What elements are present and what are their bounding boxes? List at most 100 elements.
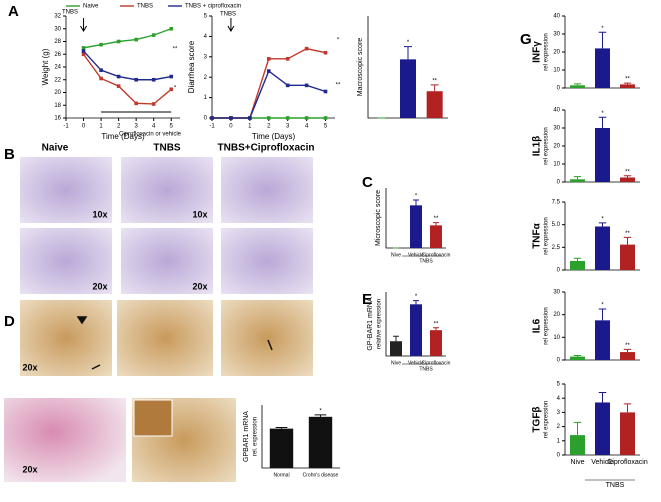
y-tick-label: 2: [204, 75, 208, 81]
point: [285, 116, 290, 120]
point: [304, 46, 309, 51]
point: [304, 116, 309, 120]
y-axis-label: TGFβ: [532, 406, 543, 432]
annotation: **: [336, 83, 341, 89]
panel-letter: B: [4, 146, 15, 163]
y-tick-label: 0: [557, 180, 561, 186]
bar: [390, 341, 402, 356]
error-bar: [598, 31, 607, 49]
y-tick-label: 4: [557, 396, 561, 402]
y-tick-label: 0: [557, 86, 561, 92]
y-tick-label: 30: [553, 126, 560, 132]
panel-letter: C: [362, 174, 373, 191]
y-axis-label: TNFα: [532, 222, 543, 248]
point: [169, 87, 174, 92]
x-tick-label: Vehicle: [408, 360, 424, 366]
x-tick-label: 2: [267, 124, 271, 130]
x-tick-label: 0: [82, 124, 86, 130]
bar: [570, 85, 585, 88]
significance: **: [434, 216, 439, 222]
significance: *: [407, 40, 410, 46]
error-bar: [433, 327, 439, 331]
bar: [595, 48, 610, 88]
significance: *: [601, 111, 604, 117]
y-tick-label: 30: [54, 26, 61, 32]
y-tick-label: 30: [553, 32, 560, 38]
error-bar: [598, 116, 607, 128]
y-axis-label: Weight (g): [41, 48, 50, 85]
bar: [620, 412, 635, 455]
error-bar: [573, 83, 582, 86]
panel-letter: G: [520, 31, 532, 48]
bar: [430, 330, 442, 356]
error-bar: [413, 300, 419, 305]
point: [304, 83, 309, 88]
error-bar: [573, 176, 582, 180]
point: [151, 102, 156, 106]
error-bar: [314, 414, 327, 417]
series-line: [82, 53, 172, 105]
y-axis-label: Macroscopic score: [357, 38, 364, 96]
bar: [595, 128, 610, 182]
point: [151, 33, 156, 37]
point: [210, 116, 214, 120]
bar: [595, 402, 610, 455]
y-tick-label: 0: [557, 268, 561, 274]
error-bar: [275, 426, 288, 429]
x-tick-label: Ciprofloxacin: [422, 360, 451, 366]
x-tick-label: Ciprofloxacin: [607, 459, 648, 466]
y-tick-label: 1: [204, 95, 208, 101]
y-tick-label: 5.0: [552, 222, 561, 228]
series-line: [83, 28, 172, 49]
point: [248, 116, 252, 120]
y-tick-label: 32: [54, 14, 61, 20]
point: [323, 89, 328, 94]
significance: *: [415, 194, 418, 200]
point: [134, 77, 138, 82]
point: [99, 76, 103, 81]
bar: [410, 205, 422, 248]
y-tick-label: 0: [557, 358, 561, 364]
y-tick-label: 40: [553, 14, 560, 20]
image-header: TNBS+Ciprofloxacin: [218, 143, 315, 154]
point: [285, 57, 290, 61]
x-axis-label: Time (Days): [101, 132, 145, 141]
point: [116, 39, 121, 44]
significance: **: [625, 343, 630, 349]
y-tick-label: 0: [557, 453, 561, 459]
axis: [367, 16, 448, 119]
x-tick-label: 3: [286, 124, 290, 130]
y-tick-label: 20: [553, 144, 560, 150]
magnification: 20x: [22, 464, 37, 474]
point: [81, 46, 86, 50]
error-bar: [573, 257, 582, 261]
bar: [410, 304, 422, 356]
x-tick-label: Vehicle: [408, 252, 424, 258]
error-bar: [393, 335, 399, 342]
error-bar: [430, 84, 439, 92]
y-tick-label: 10: [553, 162, 560, 168]
point: [266, 69, 271, 73]
bar: [570, 260, 585, 270]
magnification: 20x: [192, 281, 207, 291]
y-tick-label: 4: [204, 34, 208, 40]
y-axis-sublabel: relative expression: [377, 299, 383, 349]
error-bar: [404, 46, 412, 60]
y-tick-label: 3: [204, 54, 208, 60]
annotation: **: [173, 47, 178, 53]
point: [151, 77, 156, 82]
x-tick-label: Vehicle: [591, 459, 614, 466]
y-axis-sublabel: rel expression: [544, 217, 550, 254]
y-tick-label: 20: [54, 90, 61, 96]
point: [81, 52, 86, 57]
x-tick-label: Nive: [391, 252, 401, 258]
bar: [620, 177, 635, 182]
point: [134, 101, 138, 106]
y-tick-label: 30: [553, 290, 560, 296]
error-bar: [598, 222, 607, 227]
point: [116, 84, 121, 88]
histology-images: [4, 157, 313, 482]
y-axis-sublabel: rel expression: [544, 401, 550, 438]
y-axis-sublabel: rel expression: [544, 127, 550, 164]
y-axis-sublabel: rel expression: [544, 33, 550, 70]
